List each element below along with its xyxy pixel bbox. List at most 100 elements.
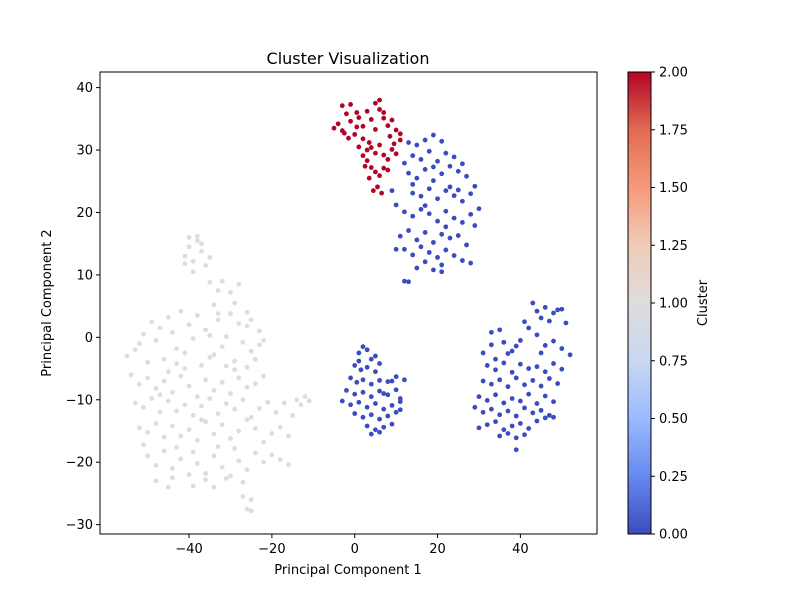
scatter-point-cluster-1	[186, 427, 192, 433]
scatter-point-cluster-1	[165, 314, 171, 320]
scatter-point-cluster-1	[240, 397, 246, 403]
scatter-point-cluster-1	[165, 369, 171, 375]
scatter-point-cluster-0	[464, 242, 469, 248]
scatter-point-cluster-1	[302, 394, 308, 400]
scatter-point-cluster-1	[174, 408, 180, 414]
y-tick-label: 30	[76, 144, 93, 159]
scatter-point-cluster-0	[551, 399, 556, 405]
scatter-point-cluster-0	[517, 361, 523, 367]
scatter-point-cluster-1	[219, 344, 225, 350]
scatter-point-cluster-1	[240, 339, 246, 345]
scatter-point-cluster-0	[447, 235, 453, 241]
scatter-point-cluster-0	[447, 184, 453, 190]
scatter-point-cluster-0	[377, 361, 382, 366]
x-tick-label: 20	[429, 542, 446, 557]
scatter-point-cluster-1	[182, 402, 188, 408]
scatter-point-cluster-0	[422, 259, 428, 265]
scatter-point-cluster-1	[182, 350, 188, 356]
scatter-point-cluster-0	[497, 433, 503, 439]
scatter-point-cluster-1	[248, 348, 254, 354]
scatter-point-cluster-0	[360, 389, 366, 395]
scatter-point-cluster-0	[381, 391, 387, 396]
colorbar-tick-label: 1.75	[659, 123, 688, 138]
scatter-point-cluster-1	[157, 409, 163, 415]
scatter-point-cluster-0	[559, 306, 565, 312]
scatter-point-cluster-2	[397, 137, 403, 143]
scatter-point-cluster-1	[252, 426, 258, 431]
scatter-point-cluster-0	[451, 253, 457, 258]
scatter-point-cluster-2	[381, 152, 387, 158]
scatter-point-cluster-2	[387, 133, 393, 139]
scatter-point-cluster-1	[186, 472, 192, 478]
scatter-point-cluster-1	[244, 417, 250, 423]
scatter-point-cluster-1	[252, 356, 258, 362]
scatter-point-cluster-1	[215, 311, 221, 317]
scatter-point-cluster-0	[472, 223, 478, 228]
scatter-point-cluster-0	[435, 255, 440, 260]
scatter-point-cluster-0	[447, 163, 453, 169]
scatter-point-cluster-0	[443, 208, 449, 214]
scatter-point-cluster-1	[244, 364, 250, 370]
scatter-point-cluster-1	[145, 375, 151, 381]
scatter-point-cluster-0	[385, 413, 391, 419]
x-axis: −40 −20 0 20 40	[175, 534, 529, 557]
scatter-point-cluster-1	[190, 258, 196, 264]
scatter-point-cluster-2	[377, 142, 382, 148]
scatter-point-cluster-0	[551, 414, 556, 420]
scatter-point-cluster-2	[341, 130, 347, 136]
scatter-point-cluster-0	[426, 211, 432, 217]
colorbar-tick-label: 1.00	[659, 297, 688, 312]
scatter-point-cluster-1	[290, 412, 295, 418]
scatter-point-cluster-0	[364, 364, 370, 370]
scatter-point-cluster-1	[203, 327, 209, 333]
scatter-point-cluster-0	[480, 350, 486, 356]
scatter-point-cluster-1	[232, 406, 238, 412]
scatter-point-cluster-1	[219, 379, 225, 385]
scatter-point-cluster-2	[393, 127, 399, 133]
scatter-point-cluster-0	[389, 402, 395, 408]
scatter-point-cluster-1	[240, 494, 246, 499]
scatter-point-cluster-1	[199, 417, 204, 423]
scatter-point-cluster-0	[546, 412, 552, 418]
scatter-point-cluster-0	[555, 381, 561, 386]
scatter-point-cluster-2	[391, 141, 397, 147]
scatter-point-cluster-1	[190, 449, 196, 455]
scatter-point-cluster-1	[244, 309, 250, 315]
scatter-point-cluster-0	[397, 233, 403, 239]
scatter-point-cluster-0	[406, 279, 411, 285]
scatter-point-cluster-1	[286, 433, 291, 439]
scatter-point-cluster-0	[439, 262, 445, 268]
scatter-point-cluster-0	[414, 265, 420, 271]
scatter-point-cluster-0	[501, 400, 507, 406]
scatter-point-cluster-0	[354, 379, 360, 385]
scatter-point-cluster-1	[178, 456, 184, 462]
scatter-point-cluster-1	[248, 508, 254, 514]
scatter-point-cluster-0	[501, 339, 507, 345]
scatter-point-cluster-0	[368, 431, 374, 437]
scatter-point-cluster-0	[522, 382, 527, 388]
scatter-point-cluster-2	[362, 163, 368, 169]
scatter-point-cluster-0	[414, 237, 420, 243]
scatter-point-cluster-0	[455, 168, 461, 174]
scatter-point-cluster-1	[194, 394, 200, 400]
scatter-point-cluster-0	[393, 246, 399, 252]
scatter-point-cluster-0	[377, 416, 382, 422]
scatter-point-cluster-0	[426, 186, 432, 192]
scatter-point-cluster-0	[368, 356, 374, 362]
scatter-point-cluster-0	[526, 366, 532, 371]
scatter-point-cluster-2	[385, 123, 391, 129]
scatter-point-cluster-2	[381, 115, 387, 121]
scatter-point-cluster-1	[265, 399, 271, 405]
scatter-point-cluster-2	[360, 123, 366, 129]
scatter-point-cluster-1	[219, 422, 225, 428]
scatter-point-cluster-1	[236, 428, 242, 434]
scatter-point-cluster-0	[422, 166, 428, 172]
scatter-point-cluster-0	[389, 188, 395, 194]
scatter-point-cluster-1	[207, 255, 213, 260]
scatter-point-cluster-1	[228, 391, 233, 396]
scatter-point-cluster-1	[153, 421, 159, 426]
scatter-point-cluster-1	[232, 300, 238, 306]
scatter-point-cluster-0	[385, 392, 391, 398]
scatter-point-cluster-2	[377, 97, 382, 103]
scatter-point-cluster-0	[509, 369, 515, 375]
